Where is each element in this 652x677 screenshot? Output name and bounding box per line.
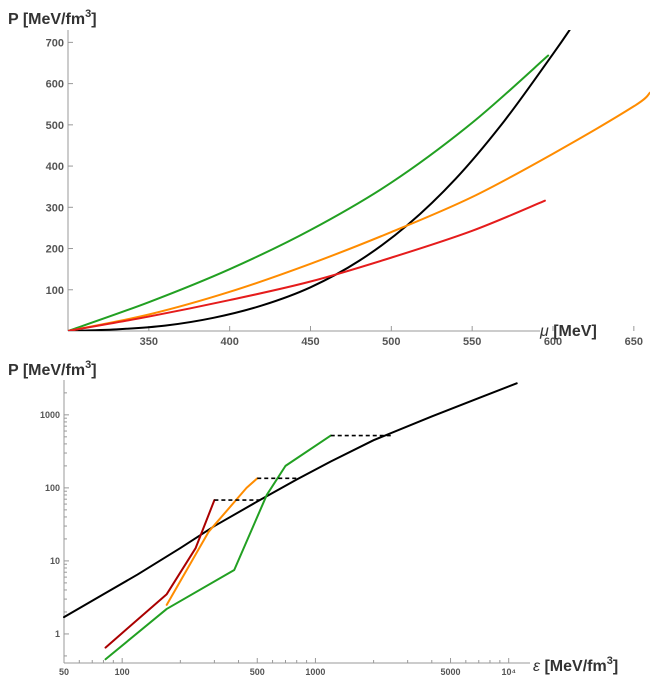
top-y-tick-label: 200 bbox=[46, 244, 64, 256]
top-x-tick-label: 350 bbox=[140, 336, 158, 348]
bottom-chart-panel: P [MeV/fm3] ε [MeV/fm3] 50 100 500 1000 5000… bbox=[8, 359, 618, 677]
top-y-tick-label: 300 bbox=[46, 202, 64, 214]
bottom-y-tick-label: 1000 bbox=[40, 410, 60, 420]
bottom-x-tick-label: 1000 bbox=[305, 667, 325, 677]
bottom-axis-ticks: 50 100 500 1000 5000 10⁴ 1 10 100 1000 bbox=[40, 392, 516, 677]
bottom-series-line-3 bbox=[104, 434, 332, 661]
top-x-tick-label: 400 bbox=[220, 336, 238, 348]
bottom-x-axis-label: ε [MeV/fm3] bbox=[533, 655, 618, 675]
top-series-line-3 bbox=[68, 199, 546, 331]
bottom-series-group bbox=[63, 382, 518, 661]
top-y-tick-label: 600 bbox=[46, 79, 64, 91]
top-axis-ticks: 350 400 450 500 550 600 650 100 200 300 400 500 600 7… bbox=[46, 37, 643, 348]
bottom-x-tick-label: 5000 bbox=[441, 667, 461, 677]
top-series-line-2 bbox=[68, 91, 650, 331]
bottom-y-tick-label: 10 bbox=[50, 556, 60, 566]
bottom-x-tick-label: 500 bbox=[250, 667, 265, 677]
top-x-tick-label: 450 bbox=[301, 336, 319, 348]
top-series-line-1 bbox=[68, 54, 550, 331]
bottom-x-tick-label: 100 bbox=[115, 667, 130, 677]
top-y-tick-label: 700 bbox=[46, 37, 64, 49]
bottom-series-line-2 bbox=[165, 477, 259, 606]
top-series-group bbox=[68, 30, 650, 331]
top-x-tick-label: 650 bbox=[625, 336, 643, 348]
top-x-axis-label: μ [MeV] bbox=[539, 323, 597, 340]
bottom-y-tick-label: 100 bbox=[45, 483, 60, 493]
top-series-line-0 bbox=[68, 30, 571, 331]
bottom-series-line-0 bbox=[63, 382, 518, 619]
top-y-axis-label: P [MeV/fm3] bbox=[8, 8, 97, 28]
top-y-tick-label: 100 bbox=[46, 285, 64, 297]
top-y-tick-label: 400 bbox=[46, 161, 64, 173]
bottom-y-tick-label: 1 bbox=[55, 629, 60, 639]
top-y-tick-label: 500 bbox=[46, 120, 64, 132]
top-x-tick-label: 600 bbox=[544, 336, 562, 348]
top-x-tick-label: 550 bbox=[463, 336, 481, 348]
bottom-x-tick-label: 10⁴ bbox=[501, 667, 515, 677]
top-chart-panel: P [MeV/fm3] μ [MeV] 350 400 450 500 550 600 65… bbox=[8, 8, 650, 348]
bottom-x-tick-label: 50 bbox=[59, 667, 69, 677]
bottom-y-axis-label: P [MeV/fm3] bbox=[8, 359, 97, 379]
top-x-tick-label: 500 bbox=[382, 336, 400, 348]
bottom-series-line-1 bbox=[104, 499, 216, 649]
